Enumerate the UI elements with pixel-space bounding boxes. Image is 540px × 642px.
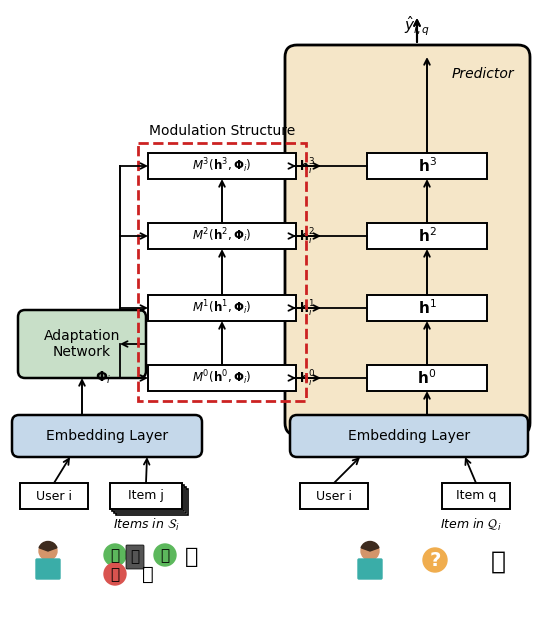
Text: Embedding Layer: Embedding Layer (348, 429, 470, 443)
FancyBboxPatch shape (290, 415, 528, 457)
Text: Items in $\mathcal{S}_i$: Items in $\mathcal{S}_i$ (113, 517, 179, 533)
FancyBboxPatch shape (358, 559, 382, 579)
Text: 📱: 📱 (131, 550, 139, 564)
Text: Item in $\mathcal{Q}_i$: Item in $\mathcal{Q}_i$ (440, 517, 502, 533)
Bar (112, 485, 184, 511)
Text: 👗: 👗 (185, 547, 199, 567)
Circle shape (39, 542, 57, 560)
Bar (442, 483, 510, 509)
Circle shape (361, 542, 379, 560)
Bar (367, 295, 487, 321)
Text: $\mathbf{h}_i^2$: $\mathbf{h}_i^2$ (299, 227, 315, 247)
Text: $\mathbf{\Phi}_i$: $\mathbf{\Phi}_i$ (96, 370, 112, 386)
Text: $\mathbf{h}_i^0$: $\mathbf{h}_i^0$ (299, 369, 315, 389)
Text: $\mathbf{h}^0$: $\mathbf{h}^0$ (417, 369, 436, 387)
Text: $\mathbf{h}^3$: $\mathbf{h}^3$ (417, 157, 436, 175)
Text: $M^0(\mathbf{h}^0, \mathbf{\Phi}_i)$: $M^0(\mathbf{h}^0, \mathbf{\Phi}_i)$ (192, 369, 252, 387)
Text: $\mathbf{h}_i^3$: $\mathbf{h}_i^3$ (299, 157, 315, 177)
Bar (300, 483, 368, 509)
Bar (116, 489, 188, 515)
Text: 👟: 👟 (490, 550, 505, 574)
Text: Item q: Item q (456, 489, 496, 503)
Text: 👕: 👕 (142, 564, 154, 584)
Text: $\mathbf{h}_i^1$: $\mathbf{h}_i^1$ (299, 299, 315, 319)
Text: 👍: 👍 (111, 548, 119, 564)
Bar (367, 365, 487, 391)
Text: $M^3(\mathbf{h}^3, \mathbf{\Phi}_i)$: $M^3(\mathbf{h}^3, \mathbf{\Phi}_i)$ (192, 157, 252, 175)
Circle shape (104, 563, 126, 585)
Bar (114, 487, 186, 513)
Text: Modulation Structure: Modulation Structure (149, 124, 295, 138)
Text: User i: User i (316, 489, 352, 503)
FancyBboxPatch shape (36, 559, 60, 579)
Wedge shape (39, 541, 57, 551)
Text: User i: User i (36, 489, 72, 503)
Text: $\mathbf{h}^1$: $\mathbf{h}^1$ (417, 299, 436, 317)
Text: $\hat{y}_{i,q}$: $\hat{y}_{i,q}$ (404, 14, 430, 37)
Circle shape (423, 548, 447, 572)
FancyBboxPatch shape (18, 310, 146, 378)
FancyBboxPatch shape (12, 415, 202, 457)
Bar (20, 483, 88, 509)
Bar (367, 223, 487, 249)
Bar (367, 153, 487, 179)
Bar (110, 483, 182, 509)
Text: Embedding Layer: Embedding Layer (46, 429, 168, 443)
Text: 👎: 👎 (111, 568, 119, 582)
FancyBboxPatch shape (285, 45, 530, 435)
Text: Adaptation
Network: Adaptation Network (44, 329, 120, 359)
Bar (138, 143, 306, 401)
FancyBboxPatch shape (126, 545, 144, 569)
Circle shape (104, 544, 126, 566)
Text: $\mathbf{h}^2$: $\mathbf{h}^2$ (417, 227, 436, 245)
Wedge shape (361, 541, 379, 551)
Bar (148, 223, 296, 249)
Text: 👍: 👍 (160, 548, 170, 564)
Bar (148, 153, 296, 179)
Circle shape (154, 544, 176, 566)
Bar (148, 365, 296, 391)
Text: Predictor: Predictor (451, 67, 514, 81)
Bar (148, 295, 296, 321)
Text: $M^2(\mathbf{h}^2, \mathbf{\Phi}_i)$: $M^2(\mathbf{h}^2, \mathbf{\Phi}_i)$ (192, 227, 252, 245)
Text: Item j: Item j (128, 489, 164, 503)
Text: ?: ? (429, 551, 441, 571)
Text: $M^1(\mathbf{h}^1, \mathbf{\Phi}_i)$: $M^1(\mathbf{h}^1, \mathbf{\Phi}_i)$ (192, 299, 252, 317)
